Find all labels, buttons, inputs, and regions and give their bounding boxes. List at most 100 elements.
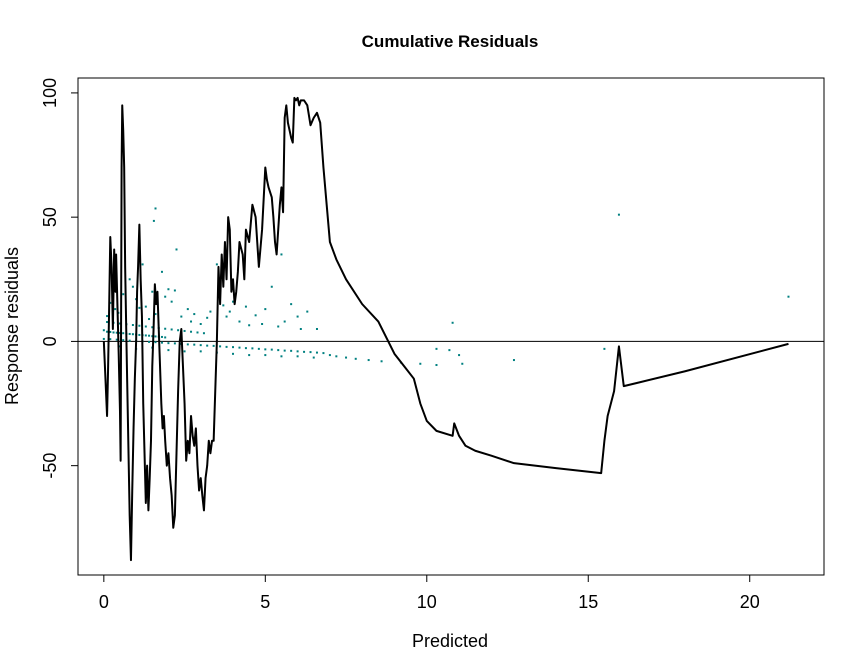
residual-point [296,350,299,353]
residual-point [212,344,215,347]
y-tick-label: 0 [40,336,60,346]
residual-point [303,350,306,353]
x-tick-label: 5 [260,592,270,612]
residual-point [603,347,606,350]
residual-point [193,343,196,346]
residual-point [118,345,121,348]
residual-point [244,305,247,308]
residual-point [177,329,180,332]
residual-point [170,328,173,331]
residual-point [175,248,178,251]
x-axis-label: Predicted [412,631,488,651]
residual-point [131,324,134,327]
residual-point [122,332,125,335]
residual-point [115,331,118,334]
residual-point [186,308,189,311]
residual-point [322,352,325,355]
residual-point [183,350,186,353]
residual-point [164,336,167,339]
residual-point [154,313,157,316]
residual-point [345,356,348,359]
residual-point [206,316,209,319]
residual-point [138,333,141,336]
residual-point [109,338,112,341]
residual-point [144,325,147,328]
axes: 0 5 10 15 20 -50 0 50 100 [40,78,760,612]
residual-point [141,263,144,266]
residual-point [238,346,241,349]
residual-point [167,288,170,291]
residual-point [186,343,189,346]
residual-point [152,219,155,222]
residual-point [419,362,422,365]
residual-point [219,345,222,348]
residual-point [202,332,205,335]
residual-point [451,321,454,324]
residual-point [617,213,620,216]
residual-point [228,310,231,313]
residual-point [244,347,247,350]
residual-point [225,315,228,318]
residual-point [251,347,254,350]
residual-point [199,344,202,347]
residual-point [232,346,235,349]
residual-point [144,305,147,308]
residual-point [354,357,357,360]
residual-point [199,323,202,326]
residual-point [128,278,131,281]
y-tick-label: -50 [40,453,60,479]
residual-point [309,351,312,354]
residual-point [138,324,141,327]
residual-point [173,342,176,345]
x-tick-label: 20 [740,592,760,612]
residual-point [512,359,515,362]
residual-point [280,253,283,256]
residual-point [261,323,264,326]
residual-point [248,324,251,327]
residual-point [206,344,209,347]
residual-point [160,335,163,338]
residual-point [148,334,151,337]
residual-point [199,350,202,353]
residual-point [183,329,186,332]
residual-point [167,349,170,352]
residual-point [264,348,267,351]
residual-point [209,310,212,313]
residual-point [115,338,118,341]
residual-point [112,331,115,334]
residual-point [160,270,163,273]
residual-point [335,355,338,358]
residual-point [148,340,151,343]
residual-point [299,327,302,330]
residual-point [435,347,438,350]
residual-point [102,337,105,340]
residual-point [144,334,147,337]
residual-point [257,347,260,350]
cumulative-residual-line [102,96,789,562]
residual-point [787,295,790,298]
plot-area [78,96,824,562]
residual-point [277,349,280,352]
residual-point [102,329,105,332]
residual-point [106,321,109,324]
residual-point [264,354,267,357]
residual-point [131,333,134,336]
residual-point [154,341,157,344]
residual-point [109,330,112,333]
residual-point [128,339,131,342]
residual-point [264,308,267,311]
residual-point [328,354,331,357]
residual-point [296,315,299,318]
residual-point [138,306,141,309]
residual-point [238,320,241,323]
residual-point [151,335,154,338]
residual-point [306,310,309,313]
x-tick-label: 15 [578,592,598,612]
residual-point [164,327,167,330]
residual-point [106,330,109,333]
residual-point [280,355,283,358]
residual-point [180,315,183,318]
plot-content [78,96,824,562]
